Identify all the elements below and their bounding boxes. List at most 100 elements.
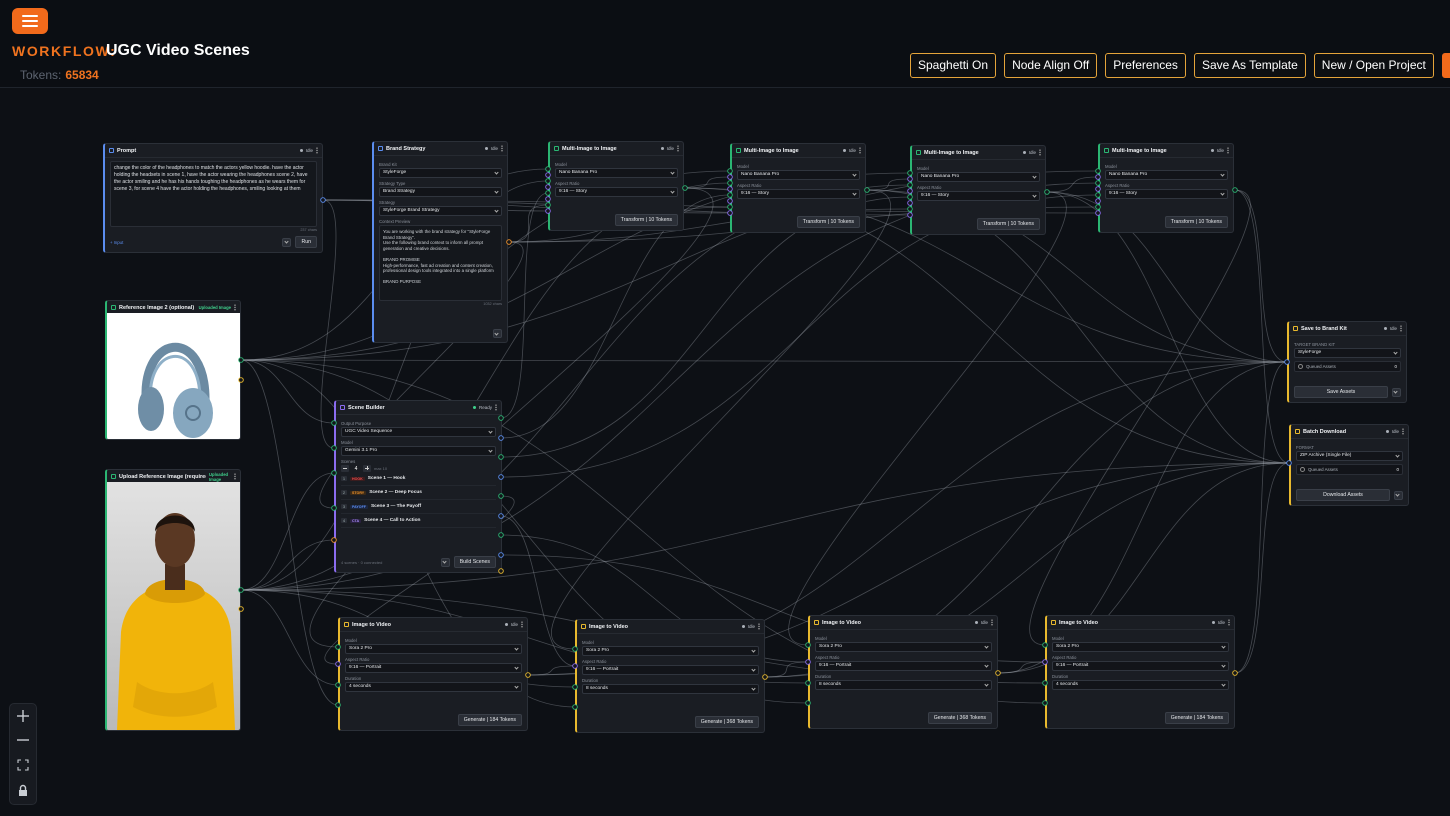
select[interactable]: StyleForge [1294, 348, 1401, 358]
node-button[interactable]: Generate | 184 Tokens [457, 714, 522, 726]
select[interactable]: 9:16 — Story [737, 189, 860, 199]
collapse-button[interactable] [282, 237, 292, 247]
node-button[interactable]: Download Assets [1296, 489, 1390, 501]
chevron [442, 559, 447, 564]
select[interactable]: 8 seconds [582, 684, 759, 694]
select[interactable]: 4 seconds [1052, 680, 1229, 690]
node[interactable]: Image to Video Idle Model Sora 2 Pro Aspect … [338, 617, 528, 731]
select[interactable]: Nano Banana Pro [1105, 170, 1228, 180]
node-button[interactable]: Save Assets [1294, 386, 1388, 398]
node-button[interactable]: Run [295, 236, 317, 248]
scene-row[interactable]: 2 STORY Scene 2 — Deep Focus [341, 486, 496, 500]
node-menu[interactable] [1039, 149, 1041, 156]
node-menu[interactable] [859, 147, 861, 154]
lock[interactable] [19, 784, 27, 797]
node-footer: Transform | 10 Tokens [917, 218, 1040, 230]
node[interactable]: Image to Video Idle Model Sora 2 Pro Aspect … [575, 619, 765, 733]
toolbar-button[interactable]: New / Open Project [1313, 53, 1434, 78]
node-button[interactable]: Transform | 10 Tokens [796, 216, 860, 228]
select[interactable]: 9:16 — Portrait [582, 665, 759, 675]
increment[interactable] [363, 465, 371, 472]
collapse-button[interactable] [1394, 490, 1403, 500]
zoom-in[interactable] [17, 710, 29, 722]
node-menu[interactable] [495, 404, 497, 411]
node-menu[interactable] [677, 145, 679, 152]
node-menu[interactable] [758, 623, 760, 630]
select[interactable]: 9:16 — Story [917, 191, 1040, 201]
select[interactable]: Gemini 3.1 Pro [341, 446, 496, 456]
node[interactable]: Image to Video Idle Model Sora 2 Pro Aspect … [1045, 615, 1235, 729]
node[interactable]: Prompt Idle change the color of the headph… [103, 143, 323, 253]
node[interactable]: Multi-Image to Image Idle Model Nano Banana… [1098, 143, 1234, 233]
node-button[interactable]: Build Scenes [453, 556, 496, 568]
node[interactable]: Upload Reference Image (required) Uploade… [105, 469, 241, 731]
fit-view[interactable] [17, 759, 29, 771]
node[interactable]: Multi-Image to Image Idle Model Nano Banana… [730, 143, 866, 233]
decrement[interactable] [341, 465, 349, 472]
toolbar-button[interactable]: Preferences [1105, 53, 1186, 78]
chevron [1221, 663, 1226, 668]
chevron [1032, 174, 1037, 179]
prompt-text[interactable]: change the color of the headphones to ma… [110, 161, 317, 227]
node[interactable]: Scene Builder Ready Output Purpose UGC Vide… [334, 400, 502, 573]
node-button[interactable]: Transform | 10 Tokens [614, 214, 678, 226]
select[interactable]: Nano Banana Pro [737, 170, 860, 180]
node-button[interactable]: Transform | 10 Tokens [1164, 216, 1228, 228]
select[interactable]: UGC Video Sequence [341, 427, 496, 437]
node[interactable]: Reference Image 2 (optional) Uploaded Ima… [105, 300, 241, 440]
select[interactable]: Sora 2 Pro [815, 642, 992, 652]
node-title: Multi-Image to Image [562, 145, 617, 152]
select[interactable]: Sora 2 Pro [345, 644, 522, 654]
node-button[interactable]: Generate | 184 Tokens [1164, 712, 1229, 724]
node-menu[interactable] [1400, 325, 1402, 332]
select[interactable]: Sora 2 Pro [1052, 642, 1229, 652]
scene-row[interactable]: 3 PAYOFF Scene 3 — The Payoff [341, 500, 496, 514]
select[interactable]: Sora 2 Pro [582, 646, 759, 656]
select[interactable]: Nano Banana Pro [555, 168, 678, 178]
toolbar-button[interactable]: Spaghetti On [910, 53, 997, 78]
node-menu[interactable] [1402, 428, 1404, 435]
select[interactable]: StyleForge [379, 168, 502, 178]
node-menu[interactable] [234, 473, 236, 480]
node-button[interactable]: Generate | 368 Tokens [927, 712, 992, 724]
select[interactable]: ZIP Archive (Single File) [1296, 451, 1403, 461]
select[interactable]: 4 seconds [345, 682, 522, 692]
collapse-button[interactable] [1392, 387, 1401, 397]
select[interactable]: 9:16 — Story [555, 187, 678, 197]
select[interactable]: 9:16 — Story [1105, 189, 1228, 199]
select[interactable]: Brand Strategy [379, 187, 502, 197]
menu-button[interactable] [12, 8, 48, 34]
node-menu[interactable] [1227, 147, 1229, 154]
select[interactable]: Nano Banana Pro [917, 172, 1040, 182]
node-button[interactable]: Transform | 10 Tokens [976, 218, 1040, 230]
collapse-button[interactable] [493, 329, 502, 338]
node-menu[interactable] [234, 304, 236, 311]
node-menu[interactable] [1228, 619, 1230, 626]
input-link[interactable]: + Input [110, 239, 124, 245]
node-menu[interactable] [991, 619, 993, 626]
node[interactable]: Save to Brand Kit Idle TARGET BRAND KIT Sty… [1287, 321, 1407, 403]
select[interactable]: StyleForge Brand Strategy [379, 206, 502, 216]
node-icon [581, 624, 586, 629]
select[interactable]: 8 seconds [815, 680, 992, 690]
toolbar-button[interactable]: Save As Template [1193, 53, 1306, 78]
toolbar-button[interactable]: Sav [1441, 53, 1450, 78]
node-menu[interactable] [316, 147, 318, 154]
node[interactable]: Multi-Image to Image Idle Model Nano Banana… [548, 141, 684, 231]
node-menu[interactable] [501, 145, 503, 152]
scene-row[interactable]: 4 CTA Scene 4 — Call to Action [341, 514, 496, 528]
toolbar-button[interactable]: Node Align Off [1004, 53, 1098, 78]
node[interactable]: Batch Download Idle FORMAT ZIP Archive (Sin… [1289, 424, 1409, 506]
context-preview: You are working with the brand strategy … [379, 225, 502, 301]
status-dot [1385, 430, 1389, 433]
node[interactable]: Image to Video Idle Model Sora 2 Pro Aspect … [808, 615, 998, 729]
node[interactable]: Brand Strategy Idle Brand Kit StyleForge Str… [372, 141, 508, 343]
select[interactable]: 9:16 — Portrait [345, 663, 522, 673]
scene-row[interactable]: 1 HOOK Scene 1 — Hook [341, 472, 496, 486]
node-menu[interactable] [521, 621, 523, 628]
select[interactable]: 9:16 — Portrait [815, 661, 992, 671]
collapse-button[interactable] [440, 557, 450, 567]
node-button[interactable]: Generate | 368 Tokens [694, 716, 759, 728]
node[interactable]: Multi-Image to Image Idle Model Nano Banana… [910, 145, 1046, 235]
select[interactable]: 9:16 — Portrait [1052, 661, 1229, 671]
